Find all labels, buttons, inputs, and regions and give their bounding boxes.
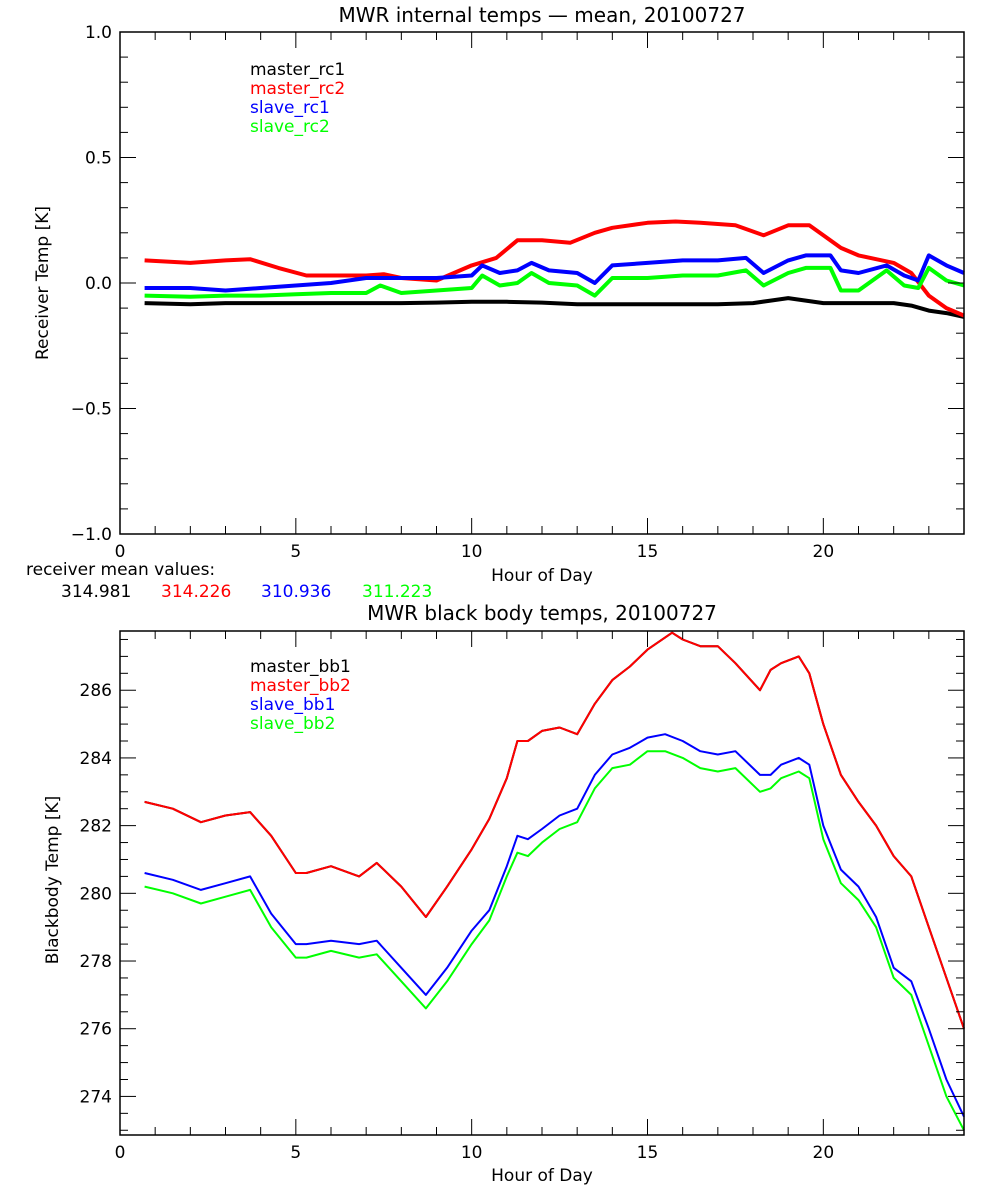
top-legend-entry: master_rc2 (250, 79, 345, 99)
receiver-mean-value: 311.223 (362, 582, 432, 602)
bottom-chart-plot-area: 0 5 10 15 20 274 276 278 280 282 284 286 master_bb1m… (80, 630, 965, 1163)
top-legend-entry: slave_rc1 (250, 98, 330, 118)
bottom-y-tick-label: 280 (80, 884, 112, 904)
top-series-line-slave-rc1 (144, 253, 965, 293)
bottom-series-line-slave-bb2 (144, 750, 965, 1131)
top-x-tick-label: 20 (813, 542, 835, 562)
receiver-mean-value: 314.981 (61, 582, 131, 602)
top-chart-ylabel: Receiver Temp [K] (33, 206, 53, 360)
top-series-line-master-rc1 (144, 296, 965, 319)
top-x-tick-label: 0 (115, 542, 126, 562)
bottom-legend-entry: slave_bb2 (250, 714, 335, 734)
receiver-means-label: receiver mean values: (26, 560, 215, 580)
bottom-x-tick-label: 0 (115, 1143, 126, 1163)
bottom-chart-title: MWR black body temps, 20100727 (367, 601, 717, 625)
top-series-line-slave-rc2 (144, 265, 965, 299)
top-series-line-master-rc2 (144, 219, 965, 318)
receiver-mean-value: 314.226 (161, 582, 231, 602)
bottom-x-tick-label: 15 (637, 1143, 659, 1163)
bottom-y-tick-label: 282 (80, 817, 112, 837)
bottom-legend-entry: slave_bb1 (250, 695, 335, 715)
bottom-chart-xlabel: Hour of Day (491, 1166, 593, 1186)
bottom-y-tick-label: 278 (80, 952, 112, 972)
top-legend-entry: slave_rc2 (250, 117, 330, 137)
top-legend-entry: master_rc1 (250, 60, 345, 80)
bottom-x-tick-label: 20 (813, 1143, 835, 1163)
top-x-tick-label: 5 (290, 542, 301, 562)
receiver-mean-value: 310.936 (261, 582, 331, 602)
top-y-tick-label: 1.0 (85, 23, 112, 43)
bottom-legend-entry: master_bb1 (250, 657, 351, 677)
top-x-tick-label: 15 (637, 542, 659, 562)
top-y-tick-label: −0.5 (71, 400, 112, 420)
bottom-x-tick-label: 5 (290, 1143, 301, 1163)
bottom-x-tick-label: 10 (461, 1143, 483, 1163)
top-x-tick-label: 10 (461, 542, 483, 562)
bottom-y-tick-label: 286 (80, 681, 112, 701)
top-y-tick-label: 0.0 (85, 274, 112, 294)
bottom-plot-frame (119, 630, 965, 1136)
bottom-legend-entry: master_bb2 (250, 676, 351, 696)
top-chart-title: MWR internal temps — mean, 20100727 (338, 3, 745, 27)
top-y-tick-label: −1.0 (71, 525, 112, 545)
top-y-tick-label: 0.5 (85, 149, 112, 169)
bottom-y-tick-label: 274 (80, 1087, 112, 1107)
bottom-y-tick-label: 284 (80, 749, 112, 769)
top-chart-plot-area: 0 5 10 15 20 −1.0 −0.5 0.0 0.5 1.0 master_rc1maste… (71, 23, 965, 562)
bottom-series-line-slave-bb1 (144, 733, 965, 1118)
top-chart-xlabel: Hour of Day (491, 566, 593, 586)
bottom-chart-ylabel: Blackbody Temp [K] (43, 796, 63, 965)
bottom-series-line-master-bb2 (144, 631, 965, 1030)
bottom-y-tick-label: 276 (80, 1020, 112, 1040)
